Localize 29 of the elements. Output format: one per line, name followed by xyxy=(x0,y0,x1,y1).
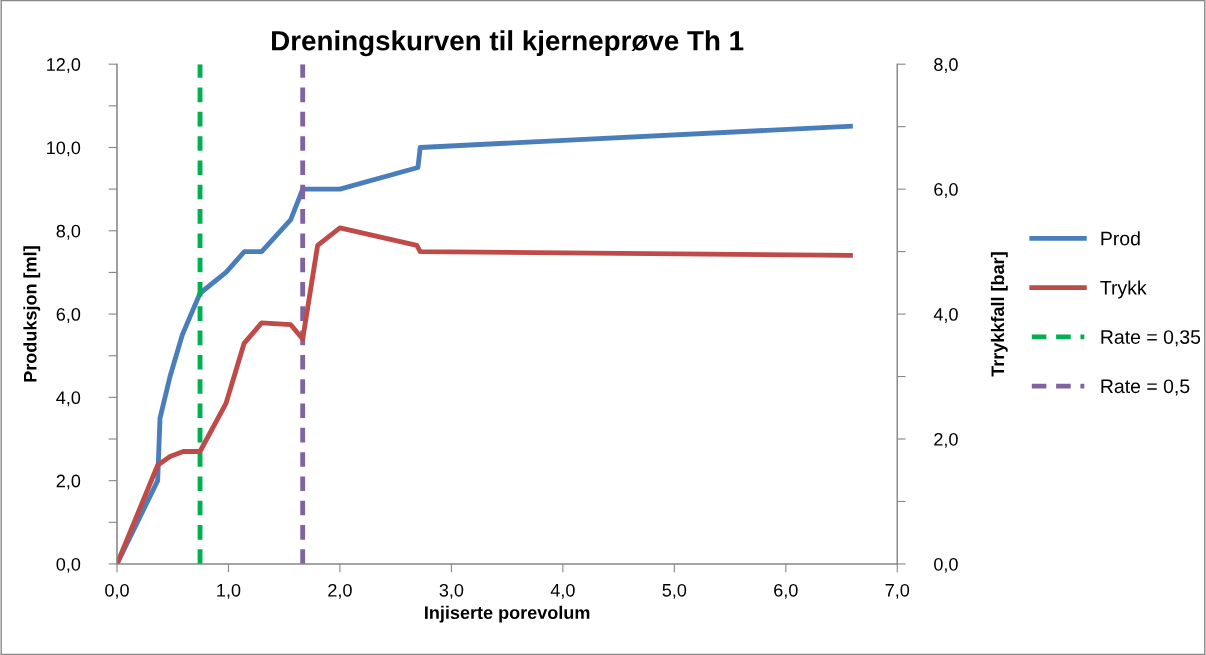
y-tick-label: 8,0 xyxy=(56,224,81,240)
y-tick-label: 4,0 xyxy=(56,391,81,407)
y2-tick-label: 6,0 xyxy=(934,183,958,198)
y2-tick-label: 0,0 xyxy=(934,557,958,573)
y-tick-label: 0,0 xyxy=(56,557,81,573)
y-tick-label: 6,0 xyxy=(56,308,81,323)
x-tick-label: 4,0 xyxy=(550,583,575,599)
legend-label: Rate = 0,35 xyxy=(1101,330,1201,347)
y2-tick-label: 2,0 xyxy=(934,432,958,448)
legend-label: Trykk xyxy=(1100,280,1147,299)
chart-title: Dreningskurven til kjerneprøve Th 1 xyxy=(272,30,744,57)
y-tick-label: 12,0 xyxy=(47,58,81,74)
x-tick-label: 7,0 xyxy=(885,583,910,599)
x-axis-title: Injiserte porevolum xyxy=(425,605,590,623)
y2-tick-label: 8,0 xyxy=(934,58,958,74)
y-tick-label: 10,0 xyxy=(47,141,81,157)
x-tick-label: 5,0 xyxy=(662,583,687,599)
y-tick-label: 2,0 xyxy=(56,474,81,490)
y2-axis-title: Trrykkfall [bar] xyxy=(990,252,1008,377)
x-tick-label: 1,0 xyxy=(217,583,241,599)
legend-label: Prod xyxy=(1101,231,1140,246)
legend-label: Rate = 0,5 xyxy=(1101,379,1190,396)
line-series xyxy=(116,225,853,564)
x-tick-label: 6,0 xyxy=(774,583,798,599)
x-tick-label: 0,0 xyxy=(105,583,129,599)
y-axis-title: Produksjon [ml] xyxy=(23,246,41,382)
x-tick-label: 2,0 xyxy=(328,583,352,599)
x-tick-label: 3,0 xyxy=(439,583,464,599)
y2-tick-label: 4,0 xyxy=(933,308,958,323)
